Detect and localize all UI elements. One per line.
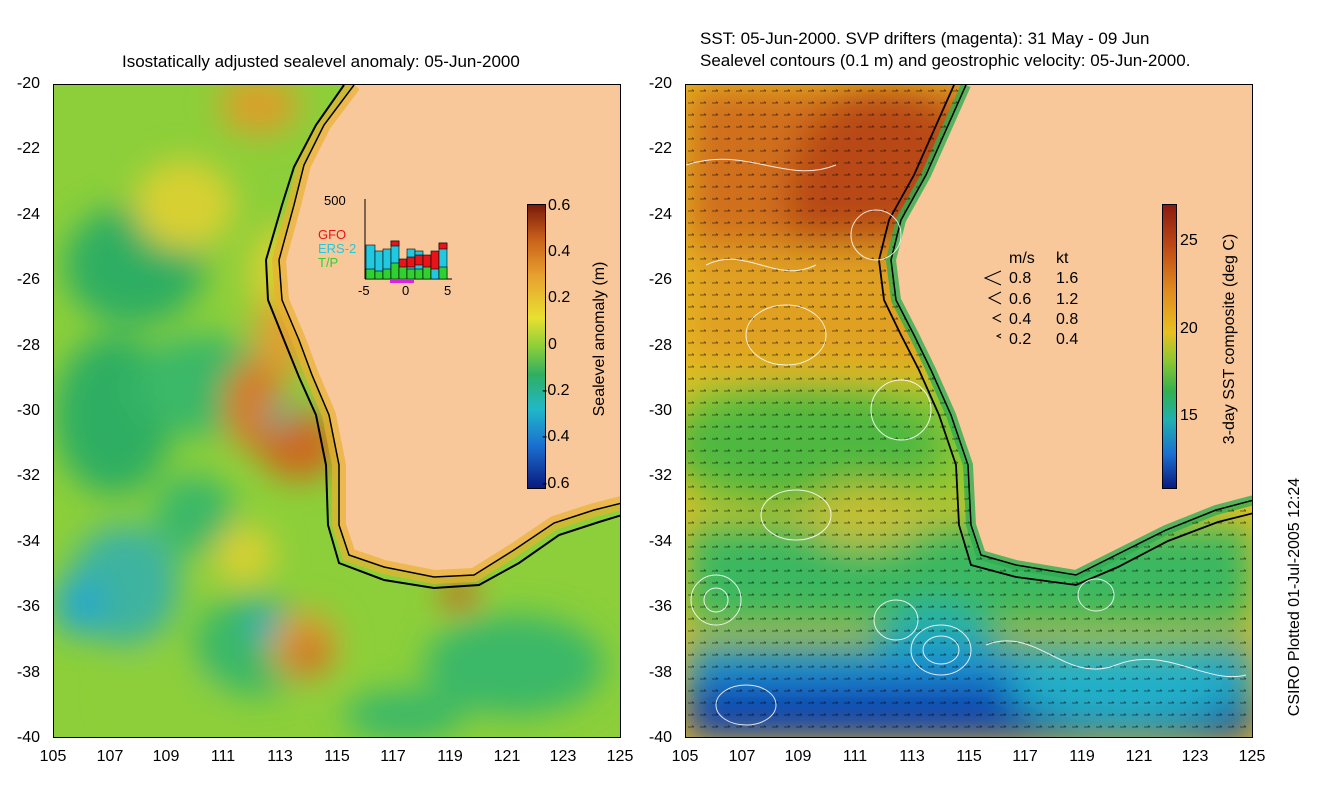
- left-y-tick: -28: [16, 337, 40, 354]
- right-x-tick: 113: [899, 748, 925, 765]
- inset-x-tick-minus5: -5: [358, 283, 370, 298]
- right-y-tick: -40: [648, 729, 672, 746]
- colorbar-tick: 25: [1180, 232, 1198, 249]
- right-y-tick: -30: [648, 402, 672, 419]
- right-x-tick: 111: [842, 748, 868, 765]
- left-map-title: Isostatically adjusted sealevel anomaly:…: [122, 52, 520, 71]
- sealevel-colorbar: [527, 204, 546, 489]
- inset-legend-gfo: GFO: [318, 227, 347, 242]
- altimeter-inset-chart: 500 GFO ERS-2 T/P -5 0 5: [318, 193, 484, 298]
- left-x-tick: 121: [493, 748, 521, 765]
- right-y-tick: -24: [648, 206, 672, 223]
- inset-legend-tp: T/P: [318, 255, 339, 270]
- left-x-tick: 107: [96, 748, 124, 765]
- left-x-tick: 113: [267, 748, 293, 765]
- left-x-tick: 119: [437, 748, 463, 765]
- sst-map-svg: [686, 85, 1252, 737]
- speed-row-ms: 0.6: [1009, 291, 1032, 308]
- inset-y-max-label: 500: [324, 193, 346, 208]
- speed-row-kt: 0.8: [1056, 311, 1079, 328]
- speed-row-kt: 1.6: [1056, 270, 1079, 287]
- left-x-tick: 115: [324, 748, 350, 765]
- left-x-tick: 109: [152, 748, 180, 765]
- colorbar-tick: 0: [548, 336, 557, 353]
- right-x-tick: 115: [956, 748, 982, 765]
- right-x-tick: 105: [671, 748, 699, 765]
- right-x-tick: 121: [1125, 748, 1153, 765]
- sst-colorbar-label: 3-day SST composite (deg C): [1221, 233, 1238, 445]
- velocity-scale-legend: m/s kt 0.8 1.6 0.6 1.2 0.4 0.8 0.2 0.4: [981, 250, 1101, 350]
- inset-x-tick-0: 0: [402, 283, 410, 298]
- speed-header-kt: kt: [1056, 250, 1069, 267]
- colorbar-tick: 0.2: [548, 289, 571, 306]
- left-x-tick: 105: [39, 748, 67, 765]
- colorbar-tick: -0.6: [542, 475, 570, 492]
- right-map-title-line1: SST: 05-Jun-2000. SVP drifters (magenta)…: [700, 29, 1150, 48]
- plot-credit: CSIRO Plotted 01-Jul-2005 12:24: [1286, 477, 1303, 717]
- speed-row-ms: 0.8: [1009, 270, 1032, 287]
- speed-row-ms: 0.4: [1009, 311, 1032, 328]
- left-y-tick: -40: [16, 729, 40, 746]
- sealevel-colorbar-label: Sealevel anomaly (m): [591, 261, 608, 417]
- speed-row-kt: 1.2: [1056, 291, 1079, 308]
- right-x-tick: 109: [784, 748, 812, 765]
- left-x-tick: 123: [549, 748, 577, 765]
- inset-x-tick-5: 5: [444, 283, 452, 298]
- speed-row-kt: 0.4: [1056, 331, 1079, 348]
- right-x-tick: 123: [1181, 748, 1209, 765]
- colorbar-tick: 0.4: [548, 243, 571, 260]
- sst-colorbar: [1162, 204, 1177, 489]
- left-y-tick: -30: [16, 402, 40, 419]
- left-y-tick: -24: [16, 206, 40, 223]
- sst-velocity-map[interactable]: m/s kt 0.8 1.6 0.6 1.2 0.4 0.8 0.2 0.4: [685, 84, 1253, 738]
- right-y-tick: -22: [648, 140, 672, 157]
- speed-row-ms: 0.2: [1009, 331, 1032, 348]
- right-y-tick: -36: [648, 598, 672, 615]
- colorbar-tick: 0.6: [548, 197, 571, 214]
- speed-arrow-glyphs: [983, 270, 1002, 339]
- left-x-tick: 111: [210, 748, 236, 765]
- left-y-tick: -36: [16, 598, 40, 615]
- colorbar-tick: 15: [1180, 407, 1198, 424]
- right-y-tick: -32: [648, 467, 672, 484]
- left-x-tick: 125: [606, 748, 634, 765]
- left-y-tick: -34: [16, 533, 40, 550]
- colorbar-tick: -0.4: [542, 428, 570, 445]
- right-y-tick: -20: [648, 75, 672, 92]
- right-x-tick: 107: [728, 748, 756, 765]
- sealevel-anomaly-map[interactable]: 500 GFO ERS-2 T/P -5 0 5: [53, 84, 621, 738]
- right-x-tick: 117: [1012, 748, 1038, 765]
- left-y-tick: -38: [16, 664, 40, 681]
- right-y-tick: -28: [648, 337, 672, 354]
- right-x-tick: 125: [1238, 748, 1266, 765]
- speed-header-ms: m/s: [1009, 250, 1035, 267]
- left-x-tick: 117: [380, 748, 406, 765]
- colorbar-tick: -0.2: [542, 382, 570, 399]
- left-y-tick: -20: [16, 75, 40, 92]
- left-y-tick: -26: [16, 271, 40, 288]
- colorbar-tick: 20: [1180, 320, 1198, 337]
- left-y-tick: -22: [16, 140, 40, 157]
- right-map-title-line2: Sealevel contours (0.1 m) and geostrophi…: [700, 51, 1191, 70]
- inset-legend-ers2: ERS-2: [318, 241, 357, 256]
- inset-bars: [364, 199, 452, 283]
- right-x-tick: 119: [1069, 748, 1095, 765]
- right-y-tick: -26: [648, 271, 672, 288]
- right-y-tick: -38: [648, 664, 672, 681]
- right-y-tick: -34: [648, 533, 672, 550]
- left-y-tick: -32: [16, 467, 40, 484]
